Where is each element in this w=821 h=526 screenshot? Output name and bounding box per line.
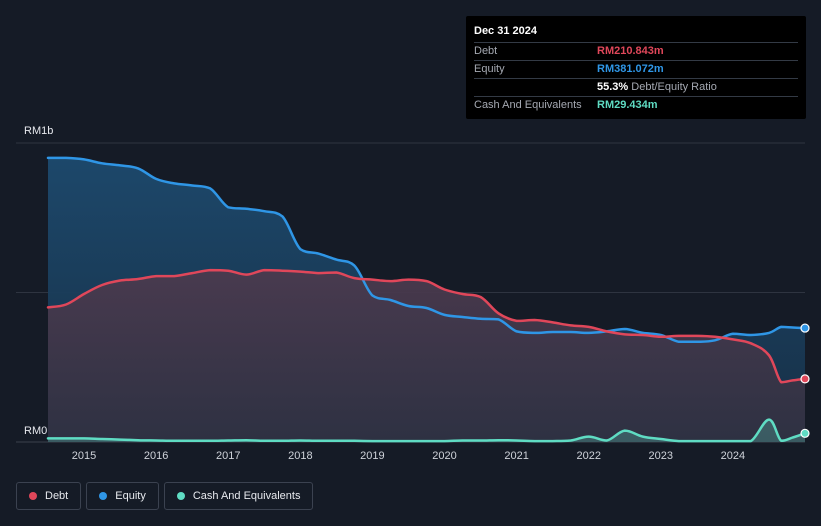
tooltip: Dec 31 2024 Debt RM210.843m Equity RM381… xyxy=(466,16,806,119)
legend-equity-dot-icon xyxy=(99,492,108,500)
line-debt xyxy=(46,268,806,384)
series-lines xyxy=(46,156,806,443)
x-tick-2016: 2016 xyxy=(143,450,169,462)
series-areas xyxy=(48,157,805,442)
x-tick-2021: 2021 xyxy=(504,450,529,462)
tooltip-date: Dec 31 2024 xyxy=(474,24,798,43)
legend-cash-dot-icon xyxy=(176,492,185,500)
x-tick-2023: 2023 xyxy=(648,450,674,462)
legend-item-cash[interactable]: Cash And Equivalents xyxy=(163,482,314,510)
x-tick-2015: 2015 xyxy=(71,450,97,462)
tooltip-cash-label: Cash And Equivalents xyxy=(474,99,582,111)
tooltip-row-cash: Cash And Equivalents RM29.434m xyxy=(474,97,798,114)
x-tick-2018: 2018 xyxy=(288,450,313,462)
legend-cash-label: Cash And Equivalents xyxy=(192,490,301,502)
x-tick-2019: 2019 xyxy=(360,450,385,462)
y-axis-top-label: RM1b xyxy=(24,125,54,137)
tooltip-row-ratio: 55.3% Debt/Equity Ratio xyxy=(474,79,798,97)
legend-debt-dot-icon xyxy=(29,492,37,500)
tooltip-equity-value: RM381.072m xyxy=(597,63,664,75)
tooltip-ratio-value: 55.3% xyxy=(597,81,629,93)
tooltip-equity-label: Equity xyxy=(474,63,505,75)
tooltip-row-debt: Debt RM210.843m xyxy=(474,43,798,61)
line-equity xyxy=(46,156,806,344)
series-endpoints xyxy=(800,323,810,438)
x-tick-2017: 2017 xyxy=(215,450,241,462)
x-tick-2024: 2024 xyxy=(720,450,746,462)
endpoint-cash-and-equivalents xyxy=(800,428,810,438)
tooltip-debt-value: RM210.843m xyxy=(597,45,664,57)
legend-debt-label: Debt xyxy=(45,490,69,502)
area-debt xyxy=(48,270,805,442)
line-cash-and-equivalents xyxy=(46,418,806,443)
tooltip-row-equity: Equity RM381.072m xyxy=(474,61,798,79)
x-tick-2022: 2022 xyxy=(576,450,601,462)
tooltip-ratio-suffix: Debt/Equity Ratio xyxy=(631,81,717,93)
endpoint-equity xyxy=(800,323,810,333)
legend-item-debt[interactable]: Debt xyxy=(16,482,82,510)
tooltip-ratio-label xyxy=(474,79,597,96)
tooltip-debt-label: Debt xyxy=(474,45,498,57)
tooltip-cash-value: RM29.434m xyxy=(597,99,658,111)
y-axis-bottom-label: RM0 xyxy=(24,425,48,437)
x-tick-2020: 2020 xyxy=(432,450,457,462)
legend-equity-label: Equity xyxy=(115,490,146,502)
endpoint-debt xyxy=(800,374,810,384)
legend-item-equity[interactable]: Equity xyxy=(86,482,159,510)
legend: Debt Equity Cash And Equivalents xyxy=(16,482,314,510)
